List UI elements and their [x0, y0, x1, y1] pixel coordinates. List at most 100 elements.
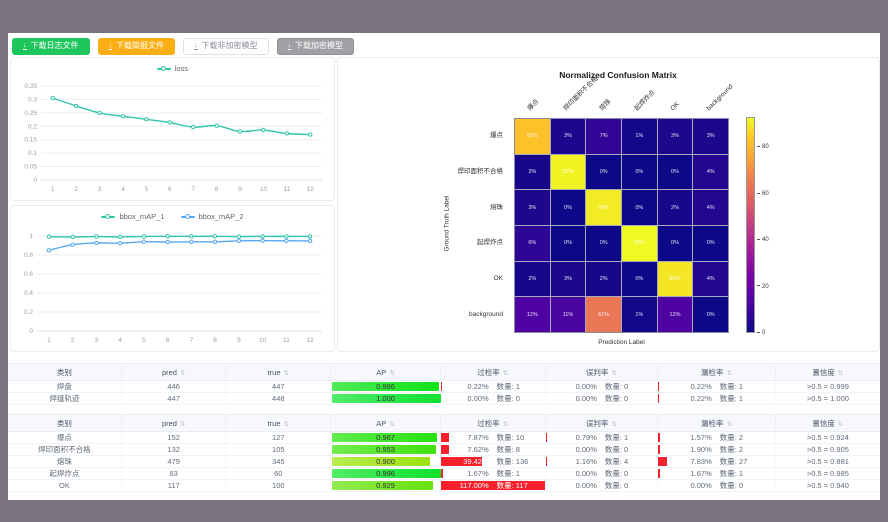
misjudge-percent: 0.00% — [575, 481, 597, 490]
svg-text:12: 12 — [306, 337, 314, 344]
sort-icon[interactable]: ⇅ — [502, 369, 509, 377]
col-header-miss[interactable]: 漏检率 ⇅ — [657, 414, 776, 432]
ground-truth-axis-label: Ground Truth Label — [443, 195, 451, 252]
svg-text:0.3: 0.3 — [28, 96, 37, 103]
download-encrypted-model-button[interactable]: ↓ 下载加密模型 — [276, 37, 354, 55]
cell-ap: 0.953 — [330, 443, 441, 456]
cell-ap: 0.929 — [330, 479, 441, 492]
confusion-matrix-card: Normalized Confusion Matrix Ground Truth… — [337, 57, 880, 352]
sort-icon[interactable]: ⇅ — [611, 369, 617, 377]
matrix-row-label: OK — [493, 275, 503, 283]
ap-bar — [332, 382, 440, 391]
ap-bar — [332, 481, 434, 490]
overcheck-bar — [440, 433, 450, 442]
legend-marker-icon — [180, 214, 195, 220]
svg-text:0.8: 0.8 — [24, 252, 33, 259]
cell-missrate: 0.00% 数量: 0 — [657, 479, 776, 492]
col-header-ap[interactable]: AP ⇅ — [330, 414, 441, 432]
col-header-over[interactable]: 过检率 ⇅ — [440, 414, 546, 432]
cell-label: 熔珠 — [8, 455, 122, 468]
matrix-cell: 0% — [622, 261, 657, 297]
sort-icon[interactable]: ⇅ — [179, 369, 186, 377]
sort-icon[interactable]: ⇅ — [837, 369, 844, 377]
col-header-over[interactable]: 过检率 ⇅ — [440, 363, 546, 381]
sort-icon[interactable]: ⇅ — [726, 420, 732, 428]
col-header-conf[interactable]: 置信度 ⇅ — [775, 414, 880, 432]
col-header-label: 过检率 — [477, 418, 500, 428]
matrix-cell: 0% — [657, 154, 693, 190]
col-header-pred[interactable]: pred ⇅ — [121, 414, 227, 432]
ap-bar — [332, 433, 438, 442]
cell-confidence: >0.5 = 0.985 — [775, 467, 880, 480]
cell-misjudge: 0.00% 数量: 0 — [545, 392, 659, 405]
misjudge-count: 数量: 0 — [604, 445, 629, 454]
svg-text:1: 1 — [47, 337, 51, 344]
defect-summary-table: 类别 pred ⇅ true ⇅ AP ⇅ 过检率 ⇅ 误判率 ⇅ 漏检率 ⇅ 置信度 ⇅ 爆点 152 127 0… — [8, 414, 880, 492]
matrix-row-label: background — [469, 311, 503, 319]
download-report-file-button[interactable]: ↓ 下载简报文件 — [97, 37, 175, 55]
cell-misjudge: 1.16% 数量: 4 — [545, 455, 659, 468]
legend-label: bbox_mAP_2 — [198, 212, 244, 221]
matrix-cell: 89% — [657, 261, 693, 297]
matrix-cell: 11% — [550, 297, 586, 332]
missrate-count: 数量: 1 — [719, 394, 744, 403]
download-log-file-button[interactable]: ↓ 下载日志文件 — [12, 37, 90, 55]
col-header-true[interactable]: true ⇅ — [225, 363, 332, 381]
ap-bar — [332, 457, 431, 466]
sort-icon[interactable]: ⇅ — [502, 420, 509, 428]
cell-pred: 132 — [121, 443, 227, 456]
col-header-pred[interactable]: pred ⇅ — [121, 363, 227, 381]
colorbar-tick: 80 — [757, 144, 769, 150]
col-header-miss[interactable]: 漏检率 ⇅ — [657, 363, 776, 381]
col-header-mis[interactable]: 误判率 ⇅ — [545, 414, 659, 432]
sort-icon[interactable]: ⇅ — [611, 420, 617, 428]
dashboard-content: ↓ 下载日志文件 ↓ 下载简报文件 ↓ 下载非加密模型 ↓ 下载加密模型 loss 0 0.05… — [8, 33, 880, 500]
sort-icon[interactable]: ⇅ — [389, 369, 395, 377]
col-header-ap[interactable]: AP ⇅ — [330, 363, 441, 381]
download-unencrypted-model-button[interactable]: ↓ 下载非加密模型 — [183, 37, 269, 55]
matrix-cell: 7% — [586, 119, 621, 154]
table-row: 熔珠 479 345 0.900 39.42% 数量: 136 1.16% 数量: 4 7.83… — [8, 455, 880, 468]
legend-item-bbox_mAP_2[interactable]: bbox_mAP_2 — [180, 212, 244, 221]
sort-icon[interactable]: ⇅ — [726, 369, 732, 377]
matrix-row-label: 熔珠 — [490, 203, 503, 211]
missrate-count: 数量: 1 — [719, 382, 744, 391]
matrix-cell: 81% — [515, 119, 550, 154]
legend-item-bbox_mAP_1[interactable]: bbox_mAP_1 — [101, 212, 165, 221]
table-row: 焊印面积不合格 132 105 0.953 7.62% 数量: 8 0.00% 数量: 0 1.… — [8, 443, 880, 456]
sort-icon[interactable]: ⇅ — [179, 420, 186, 428]
table-row: OK 117 100 0.929 117.00% 数量: 117 0.00% 数量: 0 0.0… — [8, 479, 880, 492]
misjudge-percent: 0.00% — [575, 469, 597, 478]
matrix-cell: 90% — [586, 190, 621, 225]
missrate-count: 数量: 1 — [719, 469, 744, 478]
svg-text:3: 3 — [95, 337, 99, 344]
sort-icon[interactable]: ⇅ — [283, 369, 289, 377]
sort-icon[interactable]: ⇅ — [283, 420, 289, 428]
cell-overcheck: 117.00% 数量: 117 — [440, 479, 546, 492]
sort-icon[interactable]: ⇅ — [389, 420, 395, 428]
col-header-label: 误判率 — [585, 367, 609, 377]
sort-icon[interactable]: ⇅ — [837, 420, 844, 428]
svg-text:2: 2 — [71, 337, 75, 344]
table-row: 焊缝轨迹 447 448 1.000 0.00% 数量: 0 0.00% 数量: 0 0.22%… — [8, 392, 880, 405]
col-header-label: 类别 — [8, 414, 122, 432]
ap-bar — [332, 394, 441, 403]
legend-item-loss[interactable]: loss — [156, 64, 188, 73]
matrix-cell: 2% — [586, 261, 621, 297]
missrate-count: 数量: 0 — [719, 481, 744, 490]
cell-label: 焊印面积不合格 — [8, 443, 122, 456]
colorbar-tick: 40 — [757, 237, 769, 243]
cell-pred: 117 — [121, 479, 227, 492]
cell-missrate: 1.90% 数量: 2 — [657, 443, 776, 456]
col-header-true[interactable]: true ⇅ — [225, 414, 332, 432]
confusion-matrix-grid: 81% 3% 7% 1% 3% 3% 2% 92% 0% 0% 0% 4% 3% 0% 90% 0% 2% 4% 6… — [514, 118, 729, 333]
col-header-mis[interactable]: 误判率 ⇅ — [545, 363, 659, 381]
svg-text:0.2: 0.2 — [24, 309, 33, 316]
matrix-cell: 1% — [622, 297, 657, 332]
missrate-percent: 1.67% — [690, 469, 712, 478]
ap-bar — [332, 445, 436, 454]
col-header-conf[interactable]: 置信度 ⇅ — [775, 363, 880, 381]
missrate-bar — [658, 445, 661, 454]
cell-overcheck: 7.87% 数量: 10 — [440, 431, 546, 444]
table-row: 爆点 152 127 0.967 7.87% 数量: 10 0.79% 数量: 1 1.57% 数… — [8, 431, 880, 444]
